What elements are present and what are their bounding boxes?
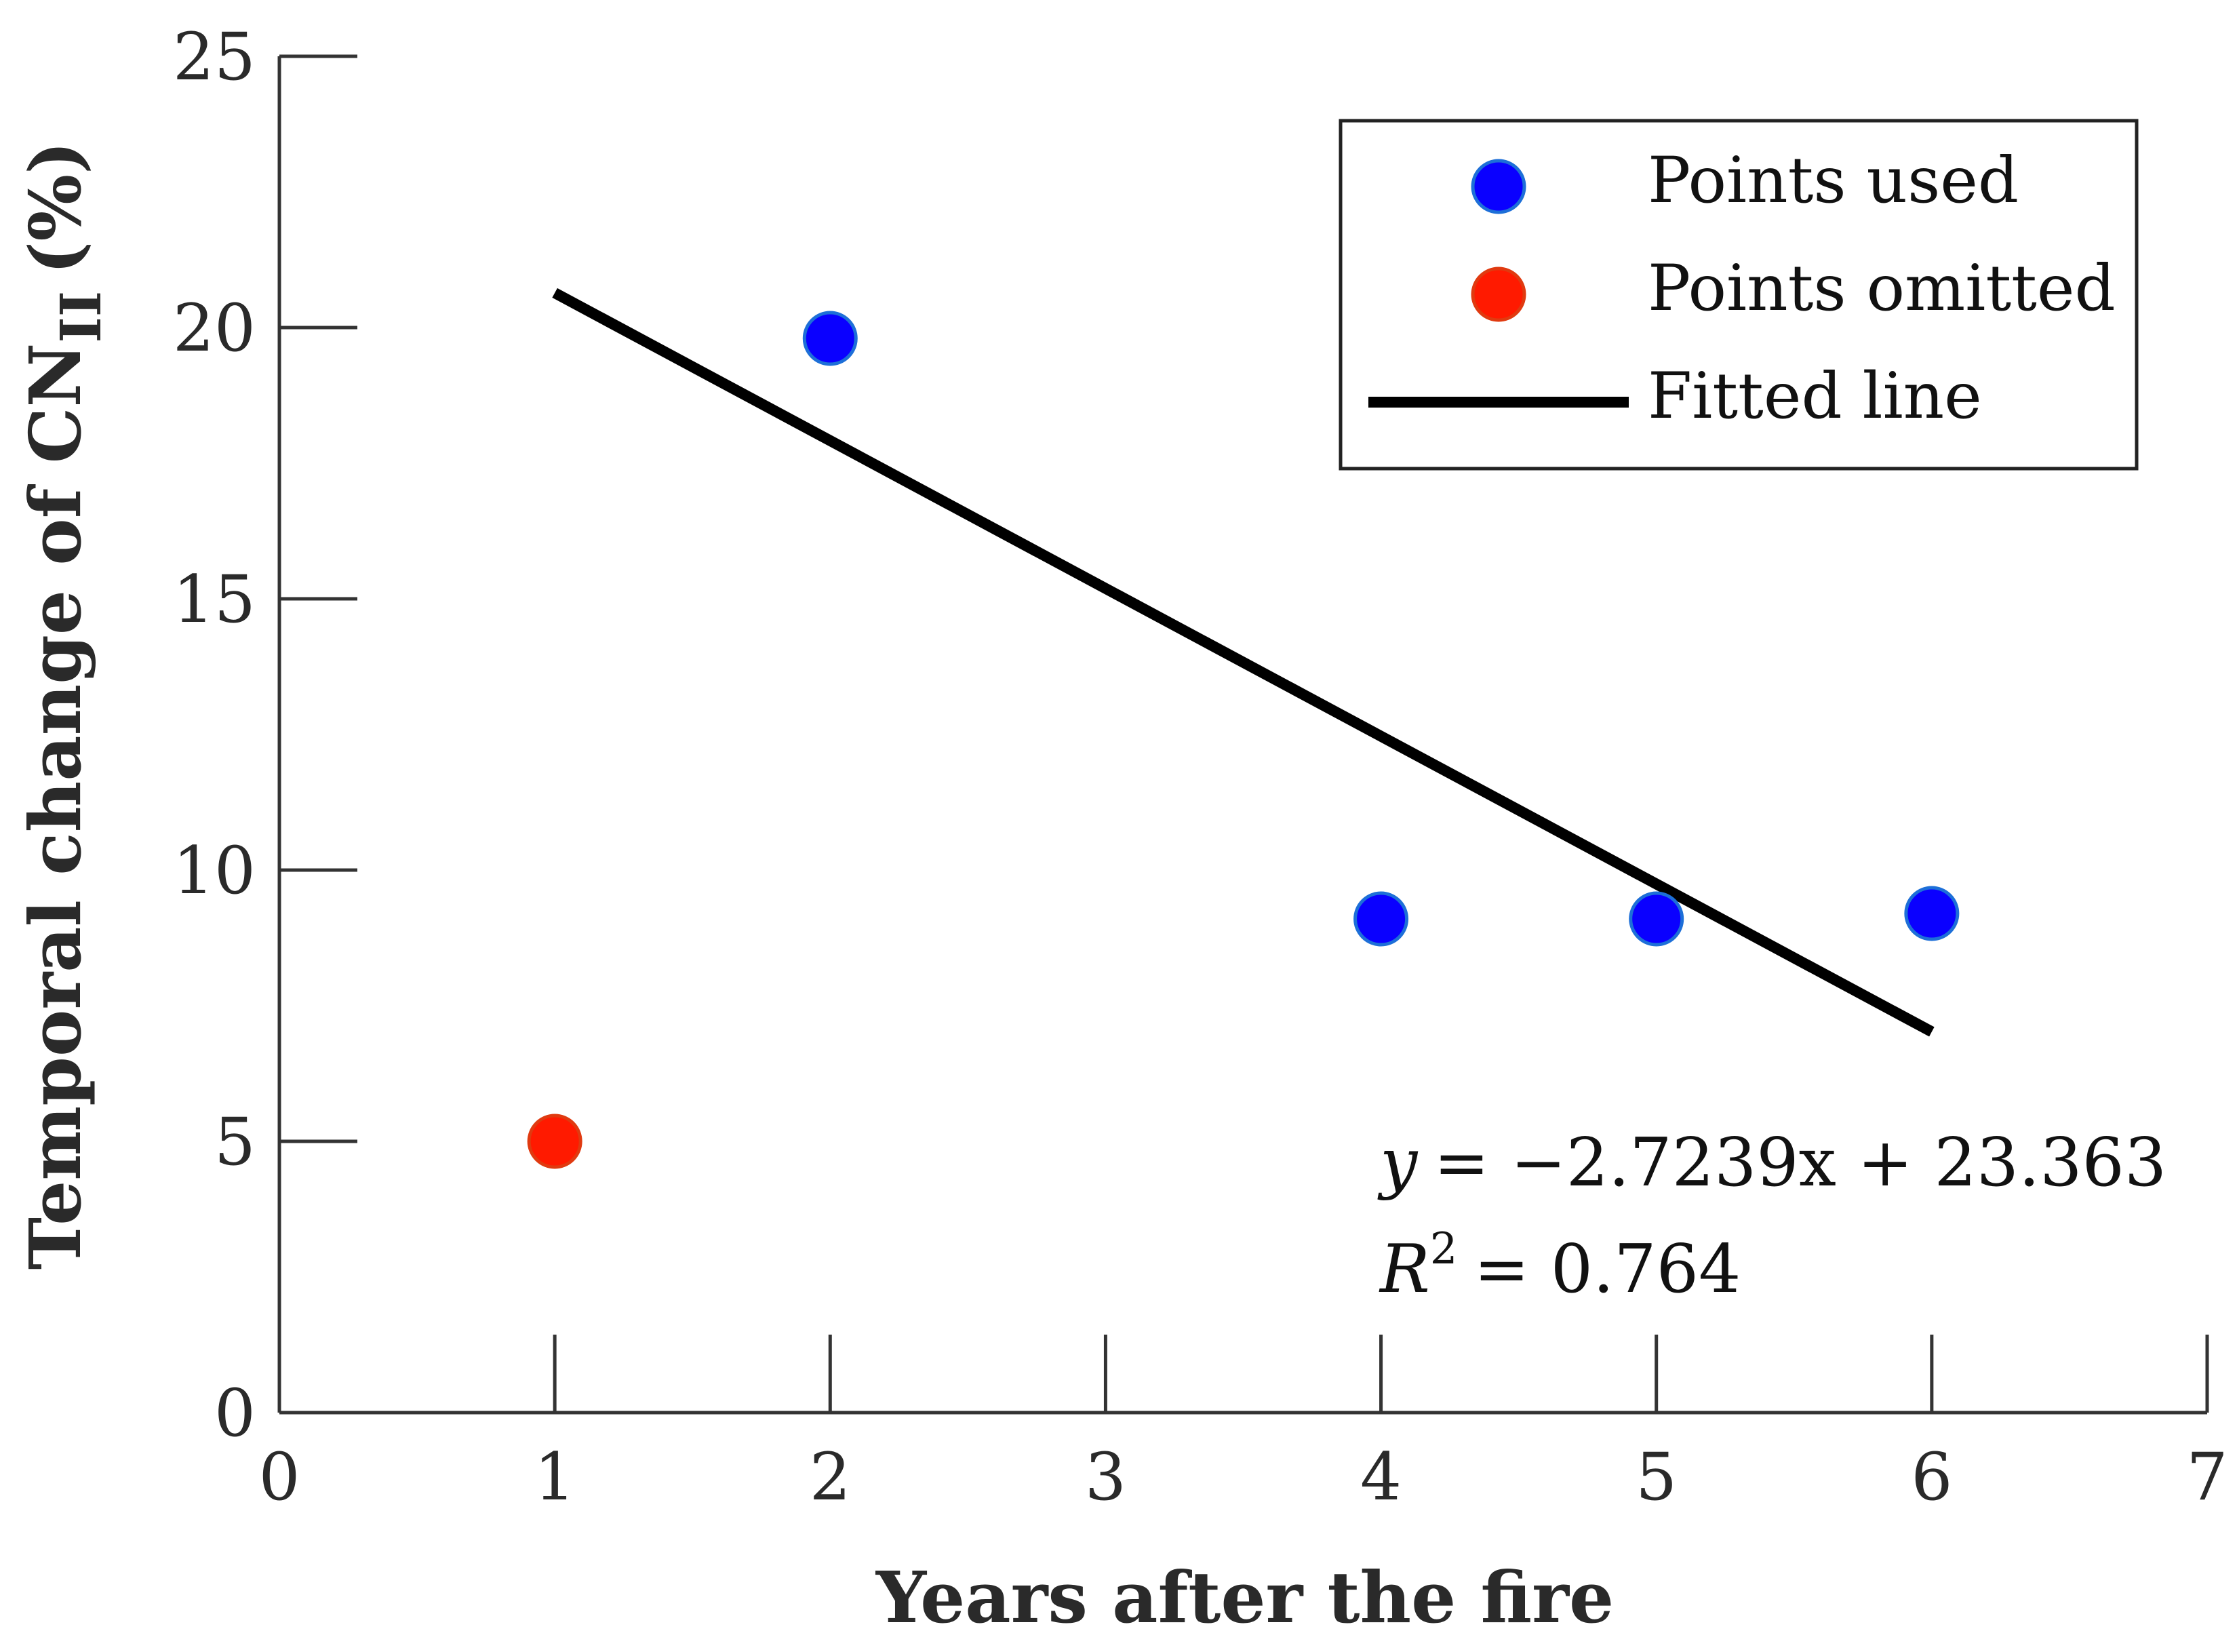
x-tick-label: 5 xyxy=(1636,1439,1677,1515)
regression-equation: y = −2.7239x + 23.363 xyxy=(1377,1124,2166,1202)
r-squared-rhs: = 0.764 xyxy=(1474,1231,1741,1308)
legend-marker-points-used xyxy=(1471,159,1526,214)
y-tick-label: 15 xyxy=(173,562,256,637)
x-tick-label: 7 xyxy=(2186,1439,2228,1515)
data-point-used xyxy=(1629,891,1684,947)
x-tick-label: 3 xyxy=(1085,1439,1126,1515)
legend-label-points-used: Points used xyxy=(1648,144,2019,218)
y-tick-label: 25 xyxy=(173,19,256,95)
equation-lhs: y xyxy=(1377,1124,1419,1202)
x-tick-label: 1 xyxy=(534,1439,576,1515)
data-point-used xyxy=(1904,886,1960,941)
y-tick-label: 20 xyxy=(173,290,256,366)
axes xyxy=(277,54,2209,1415)
legend-marker-points-omitted xyxy=(1471,267,1526,322)
y-tick-label: 0 xyxy=(214,1375,256,1451)
r-squared-superscript: 2 xyxy=(1430,1224,1458,1274)
legend-label-fitted-line: Fitted line xyxy=(1648,359,1982,433)
legend-label-points-omitted: Points omitted xyxy=(1648,252,2116,326)
legend: Points used Points omitted Fitted line xyxy=(1339,119,2139,471)
points-layer xyxy=(527,311,1960,1169)
y-tick-label: 10 xyxy=(173,833,256,909)
y-tick-label: 5 xyxy=(214,1104,256,1180)
x-tick-label: 4 xyxy=(1360,1439,1402,1515)
r-squared: R2 = 0.764 xyxy=(1379,1224,1741,1308)
fitted-line xyxy=(552,288,1935,1037)
x-tick-label: 6 xyxy=(1911,1439,1952,1515)
data-point-used xyxy=(802,311,858,366)
y-axis-title-unit: (%) xyxy=(14,141,97,275)
x-tick-label: 2 xyxy=(810,1439,851,1515)
y-axis-title-subscript: II xyxy=(49,291,114,343)
x-tick-label: 0 xyxy=(258,1439,300,1515)
y-axis-title: Temporal change of CNII (%) xyxy=(14,141,114,1270)
data-point-used xyxy=(1353,891,1409,947)
equation-rhs: = −2.7239x + 23.363 xyxy=(1433,1124,2166,1202)
fitted-line-layer xyxy=(552,288,1935,1037)
tick-labels: 0 5 10 15 20 25 0 1 2 3 4 5 6 7 xyxy=(173,19,2228,1515)
r-squared-lhs: R xyxy=(1379,1231,1430,1308)
x-axis-title: Years after the fire xyxy=(875,1556,1614,1639)
data-point-omitted xyxy=(527,1114,582,1169)
y-axis-title-main: Temporal change of CN xyxy=(14,343,97,1270)
